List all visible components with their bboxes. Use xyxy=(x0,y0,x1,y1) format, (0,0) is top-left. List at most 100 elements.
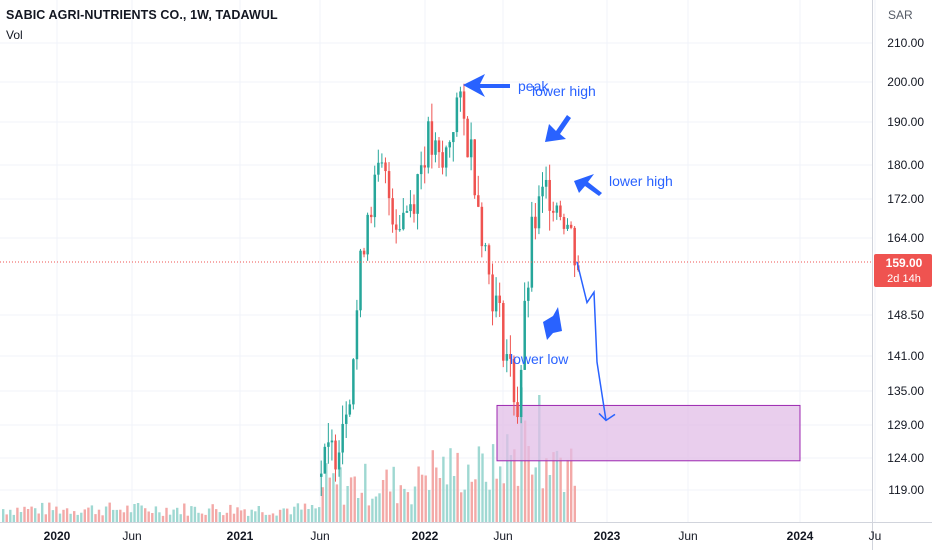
volume-bar xyxy=(392,466,395,522)
candle-body xyxy=(419,165,423,175)
volume-bar xyxy=(218,512,221,522)
volume-bar xyxy=(499,466,502,522)
volume-bar xyxy=(87,507,90,522)
volume-bar xyxy=(318,507,321,522)
candle-body xyxy=(398,229,402,231)
candle-body xyxy=(394,224,398,230)
candle-body xyxy=(320,473,323,477)
volume-bar xyxy=(104,506,108,522)
candle-body xyxy=(416,174,419,214)
lower-high-arrow-2 xyxy=(574,174,602,196)
y-tick-label: 124.00 xyxy=(887,451,924,465)
volume-bar xyxy=(449,448,452,522)
candle-body xyxy=(409,204,412,212)
volume-bar xyxy=(349,477,353,522)
projection-line xyxy=(576,261,607,421)
candle-body xyxy=(352,359,355,405)
annotation-label: lower high xyxy=(609,173,673,189)
target-zone xyxy=(496,404,801,462)
volume-bar xyxy=(115,509,118,522)
volume-bar xyxy=(481,453,484,522)
volume-bar xyxy=(555,450,559,522)
candle-body xyxy=(330,440,334,443)
volume-bar xyxy=(229,504,232,522)
lower-low-arrow xyxy=(543,307,562,340)
volume-bar xyxy=(271,513,275,522)
volume-bar xyxy=(30,506,33,522)
volume-bars xyxy=(2,387,576,522)
volume-bar xyxy=(232,513,236,522)
volume-bar xyxy=(573,485,576,522)
volume-bar xyxy=(261,512,264,522)
y-tick-label: 141.00 xyxy=(887,349,924,363)
candle-body xyxy=(437,140,441,153)
candle-body xyxy=(348,404,352,415)
volume-bar xyxy=(307,509,310,522)
volume-bar xyxy=(2,509,5,522)
candle-body xyxy=(498,295,501,304)
volume-bar xyxy=(523,420,527,522)
x-tick-label: 2024 xyxy=(787,529,814,543)
volume-bar xyxy=(467,464,470,522)
volume-bar xyxy=(410,504,413,522)
volume-bar xyxy=(293,506,296,522)
projection-arrowhead xyxy=(598,412,616,422)
volume-bar xyxy=(463,489,466,522)
volume-bar xyxy=(90,505,94,522)
volume-bar xyxy=(491,444,495,522)
y-tick-label: 200.00 xyxy=(887,75,924,89)
volume-bar xyxy=(26,509,30,522)
volume-bar xyxy=(41,502,44,522)
volume-bar xyxy=(389,491,392,522)
volume-bar xyxy=(357,498,360,522)
volume-bar xyxy=(23,506,26,522)
volume-bar xyxy=(509,455,513,522)
x-tick-label: 2020 xyxy=(44,529,71,543)
volume-bar xyxy=(16,507,19,522)
volume-bar xyxy=(406,492,410,522)
volume-bar xyxy=(314,508,317,522)
candle-body xyxy=(355,310,359,360)
candle-body xyxy=(362,250,366,255)
candle-body xyxy=(469,139,473,158)
volume-bar xyxy=(62,509,65,522)
volume-bar xyxy=(495,478,498,522)
volume-bar xyxy=(399,485,402,522)
volume-bar xyxy=(470,481,473,522)
candle-body xyxy=(341,423,344,453)
volume-bar xyxy=(48,502,51,522)
candle-body xyxy=(366,214,369,255)
volume-bar xyxy=(385,469,388,522)
volume-bar xyxy=(396,503,399,522)
candle-body xyxy=(455,97,459,133)
volume-bar xyxy=(321,487,324,522)
volume-bar xyxy=(83,509,86,522)
volume-bar xyxy=(381,480,385,522)
price-tag-price: 159.00 xyxy=(886,256,923,270)
y-tick-label: 172.00 xyxy=(887,192,924,206)
volume-bar xyxy=(300,509,303,522)
price-tag-countdown: 2d 14h xyxy=(887,273,921,285)
volume-bar xyxy=(168,514,172,522)
volume-bar xyxy=(243,509,246,522)
volume-bar xyxy=(136,503,140,522)
volume-bar xyxy=(488,489,491,522)
candle-body xyxy=(412,204,416,214)
candle-body xyxy=(369,214,373,218)
candle-body xyxy=(323,446,327,474)
volume-bar xyxy=(371,498,374,522)
candle-body xyxy=(548,179,551,211)
volume-bar xyxy=(211,504,214,522)
volume-bar xyxy=(76,514,79,522)
candle-body xyxy=(448,142,451,148)
volume-bar xyxy=(474,479,477,522)
volume-bar xyxy=(94,514,97,522)
x-tick-label: 2021 xyxy=(227,529,254,543)
candle-body xyxy=(509,354,512,359)
volume-bar xyxy=(225,512,229,522)
volume-bar xyxy=(257,506,260,522)
x-tick-label: Jun xyxy=(678,529,697,543)
candle-body xyxy=(466,118,469,158)
candle-body xyxy=(505,354,509,361)
